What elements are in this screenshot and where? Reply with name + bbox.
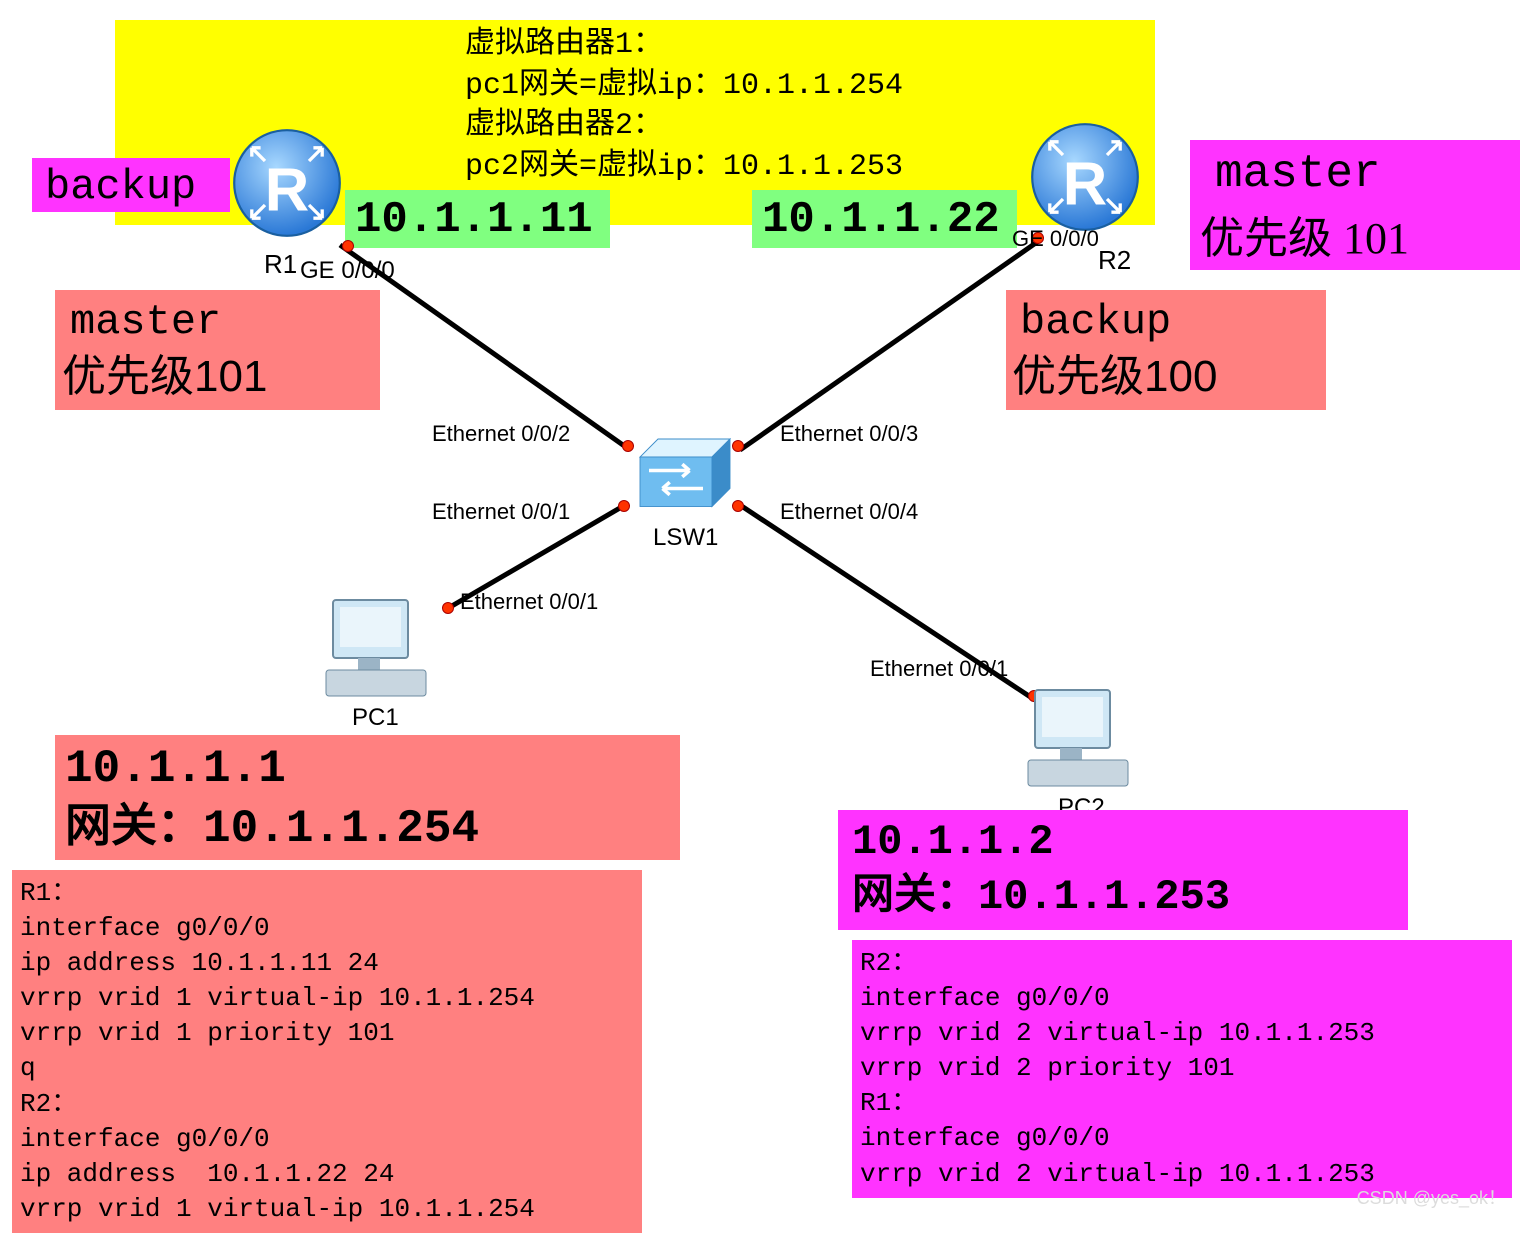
pc1-name: PC1 bbox=[352, 702, 399, 733]
watermark: CSDN @yes_ok！ bbox=[1357, 1184, 1506, 1210]
svg-text:R: R bbox=[265, 156, 309, 225]
port-dot bbox=[618, 500, 630, 512]
pc1-icon bbox=[318, 590, 438, 710]
r1-iface: GE 0/0/0 bbox=[300, 255, 395, 286]
r1-master: master bbox=[70, 295, 221, 350]
port-dot bbox=[442, 602, 454, 614]
config-left-box: R1： interface g0/0/0 ip address 10.1.1.1… bbox=[12, 870, 642, 1233]
r2-backup: backup bbox=[1020, 295, 1171, 350]
r2-master-prio: 优先级 101 bbox=[1200, 210, 1409, 267]
pc2-icon bbox=[1020, 680, 1140, 800]
vr-line4: pc2网关=虚拟ip：10.1.1.253 bbox=[465, 147, 903, 188]
pc2-eth: Ethernet 0/0/1 bbox=[870, 655, 1008, 684]
vr-line3: 虚拟路由器2： bbox=[465, 106, 903, 147]
switch-eth3: Ethernet 0/0/3 bbox=[780, 420, 918, 449]
r2-ip: 10.1.1.22 bbox=[762, 192, 1000, 249]
vr-line2: pc1网关=虚拟ip：10.1.1.254 bbox=[465, 66, 903, 107]
r1-master-prio: 优先级101 bbox=[62, 348, 267, 405]
switch-eth2: Ethernet 0/0/2 bbox=[432, 420, 570, 449]
pc1-gw: 网关：10.1.1.254 bbox=[65, 800, 479, 860]
switch-icon bbox=[630, 430, 740, 520]
pc1-eth: Ethernet 0/0/1 bbox=[460, 588, 598, 617]
switch-eth1: Ethernet 0/0/1 bbox=[432, 498, 570, 527]
router-r1-icon: R bbox=[232, 128, 342, 238]
vrouter-text: 虚拟路由器1： pc1网关=虚拟ip：10.1.1.254 虚拟路由器2： pc… bbox=[465, 25, 903, 187]
r2-master: master bbox=[1215, 145, 1381, 205]
r2-iface: GE 0/0/0 bbox=[1012, 225, 1099, 254]
pc2-ip: 10.1.1.2 bbox=[852, 815, 1054, 870]
router-r2-icon: R bbox=[1030, 122, 1140, 232]
switch-name: LSW1 bbox=[653, 522, 718, 553]
config-right-box: R2： interface g0/0/0 vrrp vrid 2 virtual… bbox=[852, 940, 1512, 1198]
pc2-gw: 网关：10.1.1.253 bbox=[852, 870, 1230, 925]
r2-name: R2 bbox=[1098, 244, 1131, 278]
pc1-ip: 10.1.1.1 bbox=[65, 740, 286, 800]
port-dot bbox=[342, 240, 354, 252]
r1-name: R1 bbox=[264, 248, 297, 282]
svg-text:R: R bbox=[1063, 150, 1107, 219]
r1-backup: backup bbox=[45, 160, 196, 215]
r1-ip: 10.1.1.11 bbox=[355, 192, 593, 249]
r2-backup-prio: 优先级100 bbox=[1012, 348, 1217, 405]
switch-eth4: Ethernet 0/0/4 bbox=[780, 498, 918, 527]
vr-line1: 虚拟路由器1： bbox=[465, 25, 903, 66]
